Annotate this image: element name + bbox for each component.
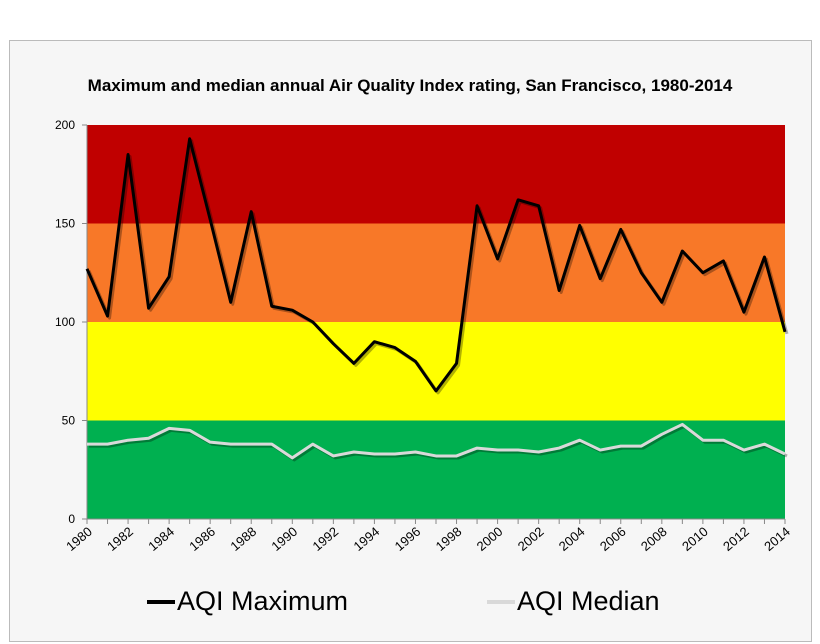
y-tick-label: 150 (55, 217, 75, 231)
x-tick-label: 1988 (227, 524, 259, 554)
legend-item-median: AQI Median (487, 586, 660, 617)
band-2 (87, 223, 785, 322)
x-tick-label: 2012 (720, 524, 752, 554)
y-tick-label: 50 (62, 414, 76, 428)
x-tick-label: 1984 (145, 524, 177, 554)
legend-item-max: AQI Maximum (147, 586, 348, 617)
legend-swatch-median (487, 599, 515, 604)
x-tick-label: 1992 (309, 524, 341, 554)
band-3 (87, 125, 785, 224)
x-tick-label: 2000 (474, 524, 506, 554)
x-tick-label: 2008 (638, 524, 670, 554)
x-tick-label: 2010 (679, 524, 711, 554)
x-tick-label: 2014 (761, 524, 793, 554)
y-tick-label: 200 (55, 118, 75, 132)
x-tick-label: 2006 (597, 524, 629, 554)
x-tick-label: 1990 (268, 524, 300, 554)
y-tick-label: 100 (55, 315, 75, 329)
legend-label-median: AQI Median (517, 586, 660, 616)
x-tick-label: 1998 (433, 524, 465, 554)
band-1 (87, 322, 785, 421)
band-0 (87, 420, 785, 519)
legend-label-max: AQI Maximum (177, 586, 349, 616)
chart-title: Maximum and median annual Air Quality In… (87, 76, 733, 95)
x-tick-label: 1982 (104, 524, 136, 554)
x-tick-label: 2004 (556, 524, 588, 554)
y-tick-label: 0 (68, 512, 75, 526)
legend-swatch-max (147, 599, 175, 604)
x-tick-label: 1996 (392, 524, 424, 554)
x-tick-label: 1994 (351, 524, 383, 554)
x-tick-label: 1986 (186, 524, 218, 554)
x-tick-label: 1980 (63, 524, 95, 554)
x-tick-label: 2002 (515, 524, 547, 554)
